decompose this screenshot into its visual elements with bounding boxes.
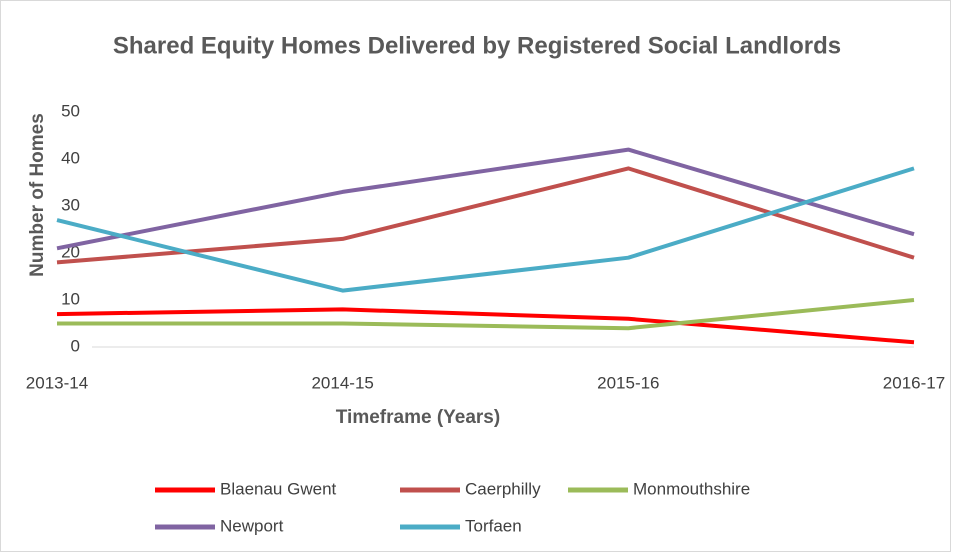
legend-label: Newport — [220, 516, 284, 535]
x-tick-label: 2015-16 — [597, 373, 659, 392]
y-tick-label: 30 — [61, 195, 80, 214]
series-line — [56, 147, 915, 251]
y-tick-label: 10 — [61, 289, 80, 308]
series-line — [56, 166, 915, 293]
y-tick-label: 40 — [61, 148, 80, 167]
legend-label: Monmouthshire — [633, 479, 750, 498]
x-tick-label: 2013-14 — [26, 373, 88, 392]
x-tick-label: 2014-15 — [311, 373, 373, 392]
chart-title: Shared Equity Homes Delivered by Registe… — [113, 32, 841, 59]
series-line — [56, 307, 915, 345]
legend-label: Blaenau Gwent — [220, 479, 337, 498]
y-tick-label: 0 — [71, 336, 80, 355]
y-axis-label: Number of Homes — [27, 113, 48, 277]
legend-label: Torfaen — [465, 516, 522, 535]
y-tick-label: 50 — [61, 101, 80, 120]
series-line — [57, 298, 915, 331]
legend-label: Caerphilly — [465, 479, 541, 498]
x-tick-label: 2016-17 — [883, 373, 945, 392]
x-axis-label: Timeframe (Years) — [336, 407, 500, 428]
